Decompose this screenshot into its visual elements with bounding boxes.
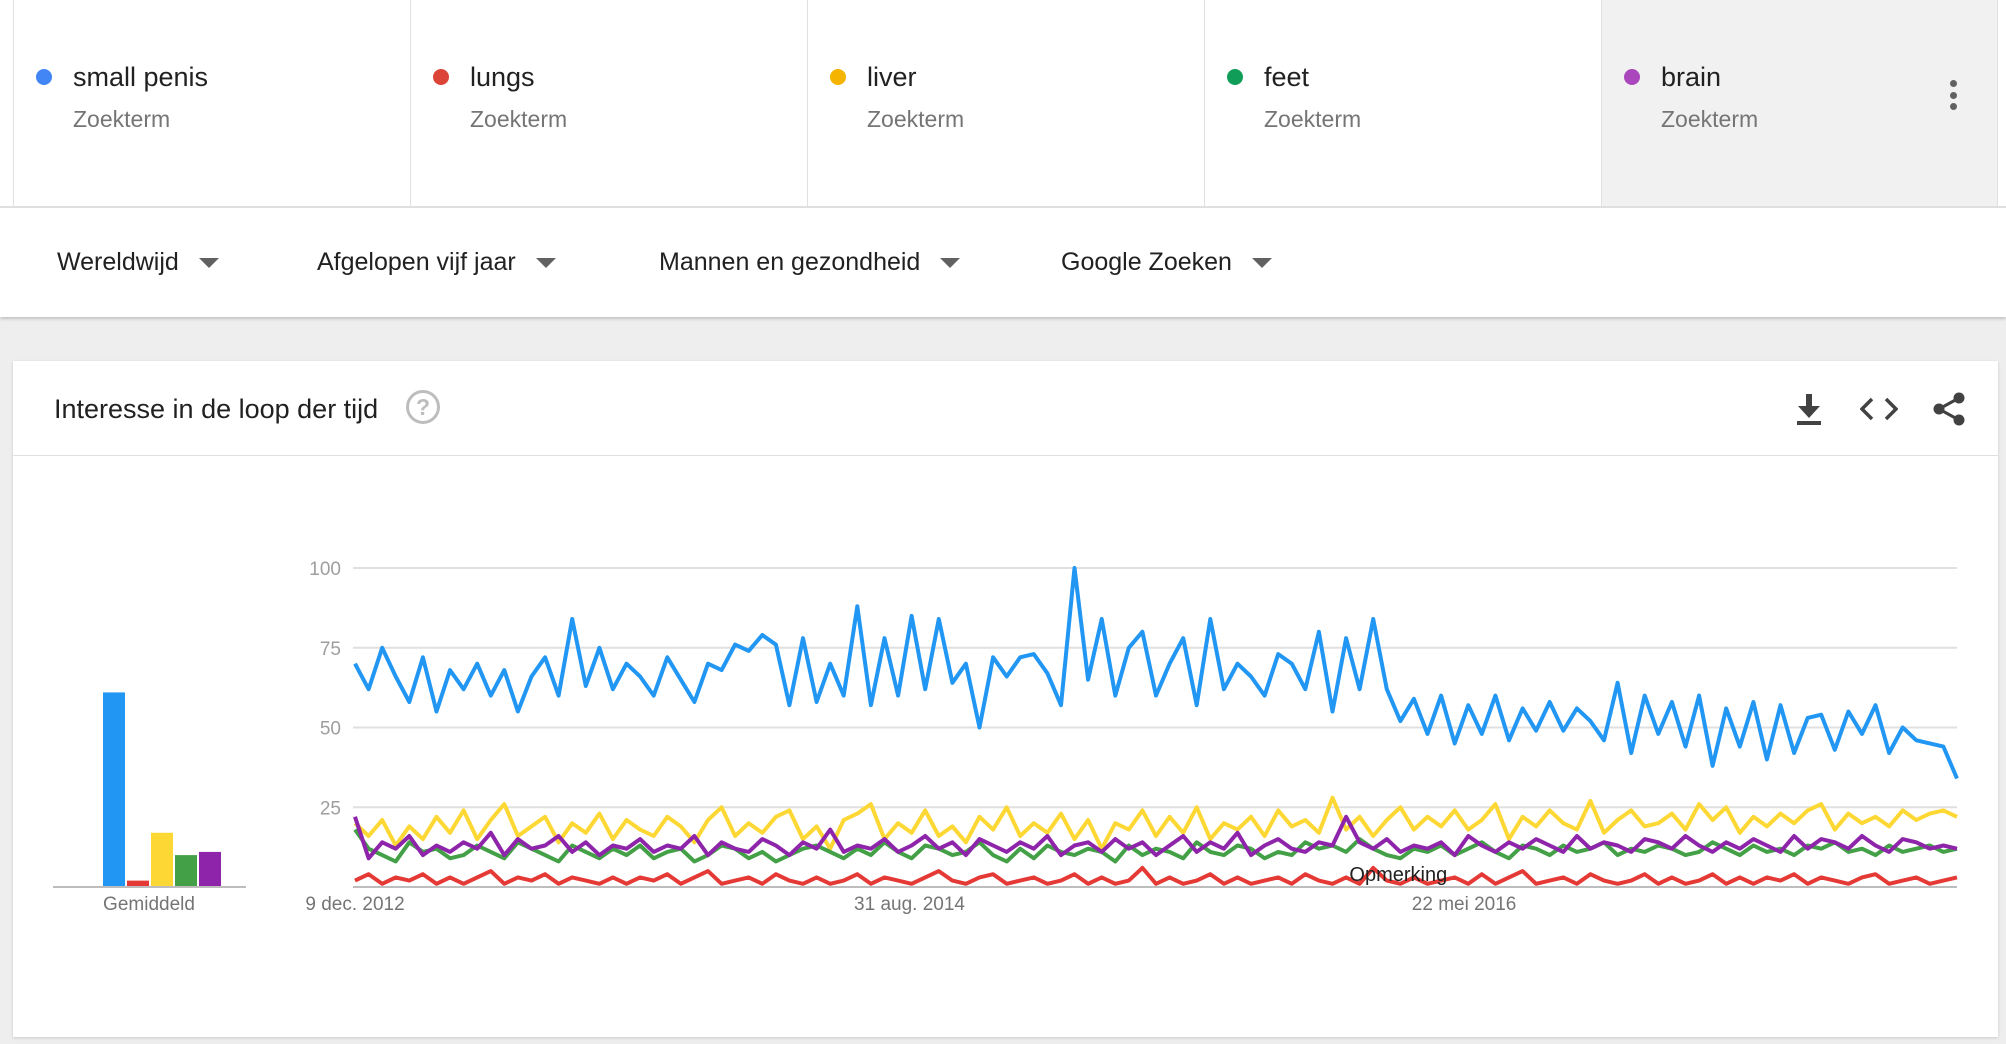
series-line-feet bbox=[353, 828, 1958, 864]
term-card-lungs[interactable]: lungs Zoekterm bbox=[410, 0, 807, 206]
series-line-liver bbox=[353, 795, 1958, 851]
term-card-brain[interactable]: brain Zoekterm bbox=[1601, 0, 1998, 206]
average-bar-feet bbox=[175, 855, 197, 887]
term-type-label: Zoekterm bbox=[470, 106, 568, 132]
dropdown-arrow-icon bbox=[198, 257, 219, 268]
term-card-liver[interactable]: liver Zoekterm bbox=[807, 0, 1204, 206]
source-dropdown-label: Google Zoeken bbox=[1061, 248, 1232, 276]
share-icon[interactable] bbox=[1929, 389, 1969, 429]
category-dropdown[interactable]: Mannen en gezondheid bbox=[659, 248, 961, 277]
average-label: Gemiddeld bbox=[103, 894, 195, 915]
term-type-label: Zoekterm bbox=[867, 106, 965, 132]
term-card-small-penis[interactable]: small penis Zoekterm bbox=[13, 0, 410, 206]
average-bar-lungs bbox=[127, 880, 149, 887]
term-name[interactable]: liver bbox=[867, 62, 917, 92]
x-tick-label: 9 dec. 2012 bbox=[305, 894, 404, 915]
filter-bar: Wereldwijd Afgelopen vijf jaar Mannen en… bbox=[0, 208, 2006, 317]
dropdown-arrow-icon bbox=[1251, 257, 1272, 268]
download-icon[interactable] bbox=[1789, 389, 1829, 429]
card-title: Interesse in de loop der tijd bbox=[54, 394, 379, 424]
series-line-small-penis bbox=[353, 566, 1959, 780]
card-header: Interesse in de loop der tijd ? bbox=[13, 361, 1998, 456]
term-type-label: Zoekterm bbox=[1264, 106, 1362, 132]
y-tick-label: 75 bbox=[320, 639, 341, 660]
term-card-feet[interactable]: feet Zoekterm bbox=[1204, 0, 1601, 206]
average-bar-chart: Gemiddeld bbox=[53, 692, 246, 915]
term-name[interactable]: feet bbox=[1264, 62, 1310, 92]
series-color-dot bbox=[1227, 69, 1243, 85]
term-name[interactable]: small penis bbox=[73, 62, 209, 92]
term-type-label: Zoekterm bbox=[73, 106, 171, 132]
series-color-dot bbox=[433, 69, 449, 85]
download-glyph bbox=[1797, 394, 1821, 425]
more-vert-icon[interactable] bbox=[1947, 80, 1959, 110]
embed-glyph bbox=[1860, 397, 1898, 421]
divider bbox=[0, 206, 2006, 208]
search-terms-bar: small penis Zoekterm lungs Zoekterm live… bbox=[0, 0, 2006, 206]
region-dropdown[interactable]: Wereldwijd bbox=[57, 248, 219, 277]
x-tick-label: 31 aug. 2014 bbox=[854, 894, 965, 915]
series-line-brain bbox=[353, 814, 1958, 861]
x-tick-label: 22 mei 2016 bbox=[1412, 894, 1517, 915]
interest-over-time-card: Interesse in de loop der tijd ? bbox=[13, 361, 1998, 1037]
dropdown-arrow-icon bbox=[940, 257, 961, 268]
term-name[interactable]: brain bbox=[1661, 62, 1722, 92]
period-dropdown[interactable]: Afgelopen vijf jaar bbox=[317, 248, 556, 277]
category-dropdown-label: Mannen en gezondheid bbox=[659, 248, 921, 276]
source-dropdown[interactable]: Google Zoeken bbox=[1061, 248, 1272, 277]
series-color-dot bbox=[830, 69, 846, 85]
term-name[interactable]: lungs bbox=[470, 62, 535, 92]
share-glyph bbox=[1933, 392, 1965, 426]
series-line-lungs bbox=[354, 865, 1958, 886]
y-tick-label: 100 bbox=[309, 559, 341, 580]
average-bar-brain bbox=[199, 851, 221, 887]
interest-line-chart: 25 50 75 100 9 dec. 2012 31 aug. 2014 22 mei 2… bbox=[305, 559, 1959, 915]
average-bar-liver bbox=[151, 832, 173, 887]
embed-icon[interactable] bbox=[1859, 389, 1899, 429]
average-bar-small-penis bbox=[103, 692, 125, 887]
help-icon[interactable]: ? bbox=[406, 390, 440, 424]
series-color-dot bbox=[36, 69, 52, 85]
series-color-dot bbox=[1624, 69, 1640, 85]
y-tick-label: 25 bbox=[320, 798, 341, 819]
annotation-label: Opmerking bbox=[1349, 864, 1447, 886]
dropdown-arrow-icon bbox=[535, 257, 556, 268]
region-dropdown-label: Wereldwijd bbox=[57, 248, 179, 276]
interest-chart: Gemiddeld 25 50 75 100 9 dec. 2012 31 aug. 20… bbox=[53, 559, 1959, 915]
period-dropdown-label: Afgelopen vijf jaar bbox=[317, 248, 516, 276]
term-type-label: Zoekterm bbox=[1661, 106, 1759, 132]
y-tick-label: 50 bbox=[320, 719, 341, 740]
